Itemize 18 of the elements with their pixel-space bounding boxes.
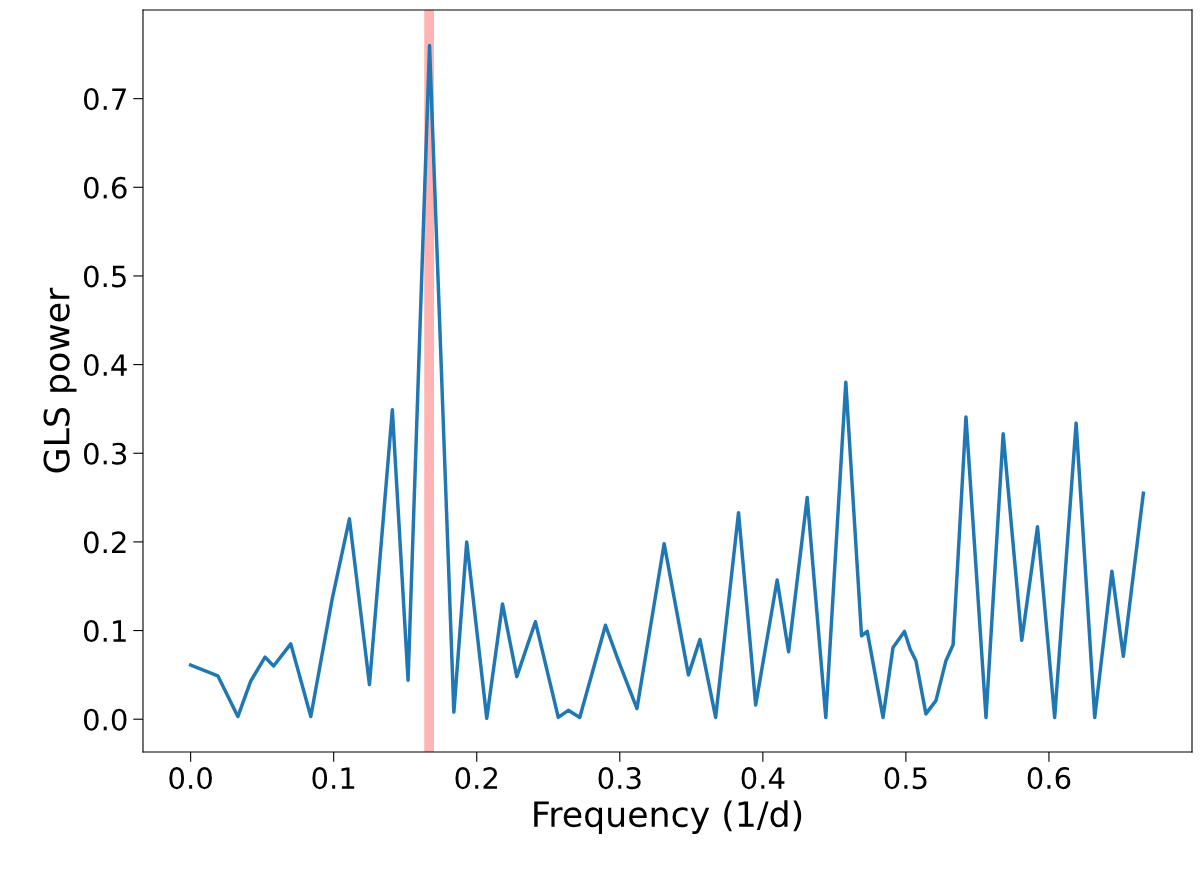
y-tick-label: 0.4 — [83, 354, 127, 377]
y-axis-title: GLS power — [43, 287, 77, 473]
y-tick-label: 0.6 — [83, 176, 127, 199]
y-tick-label: 0.2 — [83, 531, 126, 554]
x-tick-label: 0.4 — [741, 767, 785, 790]
x-tick-label: 0.2 — [455, 767, 498, 790]
y-tick-label: 0.0 — [83, 708, 127, 731]
x-axis-title: Frequency (1/d) — [534, 800, 802, 834]
line-series — [188, 43, 1146, 721]
x-tick-label: 0.0 — [169, 767, 212, 790]
y-tick-label: 0.1 — [83, 619, 126, 643]
y-tick-label: 0.5 — [83, 265, 126, 288]
x-tick-label: 0.1 — [312, 767, 355, 790]
x-tick-label: 0.5 — [884, 767, 927, 790]
x-tick-label: 0.6 — [1027, 767, 1071, 790]
y-tick-label: 0.3 — [83, 442, 127, 465]
x-tick-label: 0.3 — [598, 767, 641, 790]
y-tick-label: 0.7 — [83, 88, 126, 111]
